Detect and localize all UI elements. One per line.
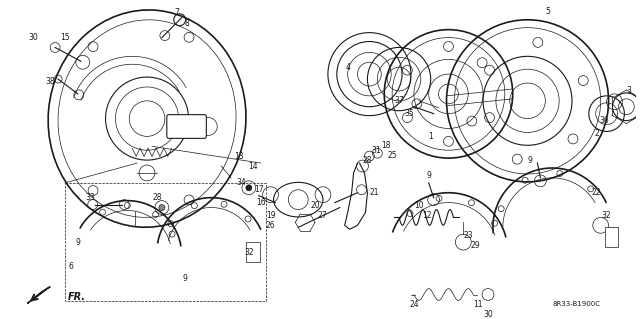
Text: 8: 8 [184, 19, 189, 28]
Text: 28: 28 [363, 156, 372, 165]
Text: 15: 15 [60, 33, 70, 42]
Text: 13: 13 [234, 152, 244, 161]
Circle shape [246, 185, 252, 191]
Text: 9: 9 [527, 156, 532, 165]
Text: 37: 37 [394, 96, 404, 105]
Text: 20: 20 [310, 201, 320, 210]
Text: 21: 21 [370, 188, 379, 197]
Text: 7: 7 [174, 8, 179, 17]
Text: 30: 30 [29, 33, 38, 42]
Text: 38: 38 [45, 77, 55, 85]
Text: 9: 9 [182, 274, 187, 283]
Text: 34: 34 [236, 178, 246, 187]
Text: 4: 4 [345, 63, 350, 72]
Text: 8R33-B1900C: 8R33-B1900C [552, 301, 600, 308]
Text: 11: 11 [474, 300, 483, 309]
Text: 3: 3 [626, 86, 631, 95]
Text: 26: 26 [266, 221, 275, 230]
Text: 9: 9 [76, 238, 80, 247]
Text: 35: 35 [404, 109, 414, 118]
Text: 6: 6 [68, 262, 74, 271]
Text: 9: 9 [426, 171, 431, 181]
Polygon shape [28, 286, 50, 303]
Text: 24: 24 [409, 300, 419, 309]
Text: 31: 31 [372, 146, 381, 155]
Text: 22: 22 [592, 188, 602, 197]
Text: FR.: FR. [68, 293, 86, 302]
Circle shape [159, 204, 165, 211]
Text: 29: 29 [470, 241, 480, 249]
Text: 10: 10 [414, 201, 424, 210]
Text: 25: 25 [387, 151, 397, 160]
Text: 30: 30 [483, 310, 493, 319]
Text: 27: 27 [317, 211, 327, 220]
Text: 2: 2 [595, 129, 599, 138]
Text: 23: 23 [463, 231, 473, 240]
Text: 16: 16 [256, 198, 266, 207]
Text: 12: 12 [422, 211, 431, 220]
Text: 14: 14 [248, 161, 258, 171]
Bar [246, 242, 260, 262]
Text: 32: 32 [602, 211, 611, 220]
FancyBboxPatch shape [167, 115, 206, 138]
Text: 18: 18 [381, 141, 391, 150]
Text: 36: 36 [600, 116, 609, 125]
Text: 28: 28 [152, 193, 162, 202]
Text: 17: 17 [254, 185, 264, 194]
Text: 33: 33 [86, 193, 95, 202]
Bar [65, 183, 266, 301]
Bar [605, 227, 618, 247]
Text: 1: 1 [428, 132, 433, 141]
Text: 32: 32 [244, 248, 253, 256]
Text: 19: 19 [266, 211, 275, 220]
Text: 5: 5 [545, 7, 550, 16]
